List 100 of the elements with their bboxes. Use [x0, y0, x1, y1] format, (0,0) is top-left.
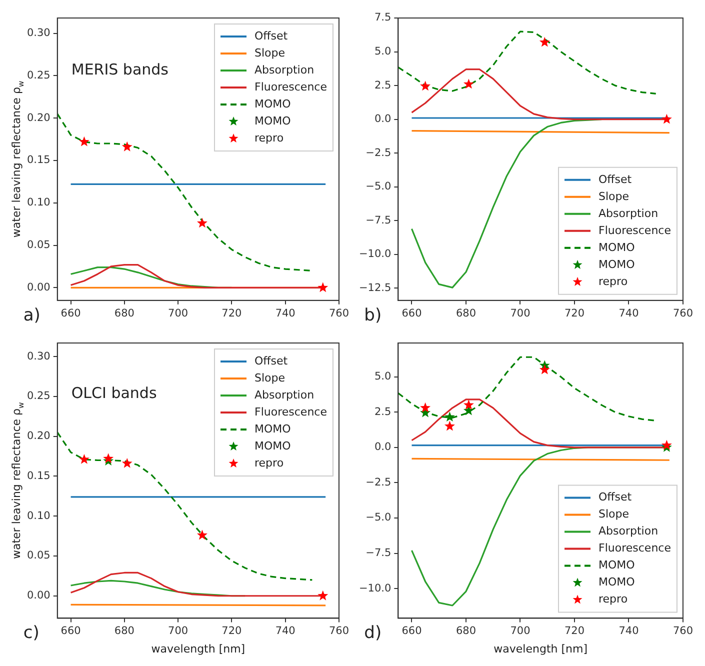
y-tick-label: 0.00 — [26, 590, 50, 602]
legend-label: Offset — [598, 172, 632, 186]
y-tick-label: 0.30 — [26, 350, 50, 362]
x-tick-label: 660 — [402, 625, 422, 638]
legend-label: MOMO — [254, 114, 292, 128]
point — [122, 458, 132, 468]
legend-label: repro — [598, 274, 628, 288]
x-tick-label: 760 — [328, 307, 350, 320]
x-tick-label: 680 — [456, 625, 476, 638]
y-tick-label: 0.0 — [374, 113, 392, 126]
y-tick-label: 2.5 — [374, 79, 392, 92]
x-tick-label: 680 — [114, 625, 134, 638]
y-tick-label: 0.05 — [26, 239, 50, 252]
y-tick-label: 0.00 — [26, 281, 50, 294]
y-tick-label: 0.25 — [26, 69, 50, 82]
x-tick-label: 760 — [672, 625, 694, 638]
legend-label: Offset — [598, 490, 632, 504]
x-tick-label: 720 — [564, 625, 585, 638]
line-series — [57, 432, 313, 581]
point — [444, 412, 455, 422]
x-tick-label: 660 — [60, 307, 81, 320]
y-tick-label: 5.0 — [374, 46, 392, 58]
point — [539, 364, 550, 374]
y-tick-label: 0.20 — [26, 430, 50, 442]
x-tick-label: 740 — [618, 625, 639, 638]
x-tick-label: 680 — [456, 307, 476, 320]
annotation: OLCI bands — [71, 384, 157, 402]
point — [420, 80, 431, 91]
point — [420, 402, 431, 412]
x-tick-label: 740 — [275, 307, 296, 320]
legend-label: repro — [254, 131, 284, 144]
legend-label: Absorption — [598, 524, 658, 538]
legend-label: repro — [598, 592, 628, 606]
line-series — [398, 30, 657, 94]
legend-label: MOMO — [598, 576, 636, 589]
point — [539, 36, 550, 47]
legend-label: Fluorescence — [254, 80, 328, 94]
x-tick-label: 720 — [564, 307, 585, 320]
point — [444, 420, 455, 431]
y-tick-label: 0.30 — [26, 27, 50, 39]
point — [661, 114, 672, 124]
x-tick-label: 700 — [168, 307, 188, 320]
x-tick-label: 680 — [114, 307, 134, 320]
point — [196, 530, 208, 540]
legend-label: Fluorescence — [598, 542, 672, 555]
point — [78, 136, 90, 146]
legend-label: Absorption — [598, 206, 658, 220]
y-tick-label: −10.0 — [358, 582, 392, 594]
legend-label: Slope — [254, 46, 286, 60]
y-tick-label: 0.25 — [26, 390, 50, 402]
legend-label: Absorption — [254, 388, 314, 402]
x-tick-label: 700 — [510, 307, 530, 320]
x-tick-label: 720 — [222, 307, 242, 320]
y-tick-label: 0.0 — [374, 441, 392, 454]
y-tick-label: 0.15 — [26, 470, 50, 482]
line-series — [398, 356, 657, 422]
legend-label: MOMO — [598, 258, 636, 271]
x-tick-label: 660 — [60, 625, 81, 638]
y-tick-label: 5.0 — [374, 370, 392, 383]
x-tick-label: 760 — [328, 625, 350, 638]
y-tick-label: 0.15 — [26, 154, 50, 166]
y-tick-label: 7.5 — [374, 12, 392, 24]
legend-label: Fluorescence — [254, 405, 328, 418]
point — [78, 454, 90, 464]
x-tick-label: 660 — [402, 307, 422, 320]
legend-label: repro — [254, 456, 284, 470]
legend-label: MOMO — [254, 97, 292, 110]
point — [463, 400, 474, 410]
point — [318, 590, 328, 600]
legend-label: MOMO — [598, 240, 636, 254]
legend-label: Absorption — [254, 63, 314, 76]
y-tick-label: 0.10 — [26, 196, 50, 209]
point — [122, 141, 132, 152]
text: c) — [23, 623, 40, 644]
line-series — [57, 113, 313, 272]
point — [318, 282, 328, 292]
legend-label: Fluorescence — [598, 224, 672, 237]
y-tick-label: −2.5 — [366, 476, 392, 488]
legend-label: MOMO — [254, 422, 292, 436]
x-tick-label: 740 — [618, 307, 639, 320]
y-tick-label: −7.5 — [366, 214, 392, 226]
y-tick-label: −5.0 — [366, 512, 392, 524]
legend-label: Offset — [254, 354, 288, 368]
y-tick-label: 2.5 — [374, 406, 392, 418]
annotation: MERIS bands — [71, 60, 169, 78]
legend-label: MOMO — [254, 439, 292, 452]
legend-label: Slope — [598, 508, 630, 521]
y-tick-label: −5.0 — [366, 180, 392, 193]
text: b) — [364, 305, 382, 326]
legend-label: Slope — [598, 190, 630, 203]
legend-label: MOMO — [598, 558, 636, 572]
y-tick-label: −12.5 — [358, 282, 392, 294]
x-tick-label: 720 — [222, 625, 242, 638]
y-tick-label: 0.20 — [26, 112, 50, 124]
text: a) — [23, 305, 40, 326]
x-axis-title: wavelength [nm] — [151, 642, 246, 656]
point — [196, 218, 208, 228]
x-tick-label: 760 — [672, 307, 694, 320]
x-tick-label: 700 — [168, 625, 188, 638]
point — [103, 453, 114, 464]
